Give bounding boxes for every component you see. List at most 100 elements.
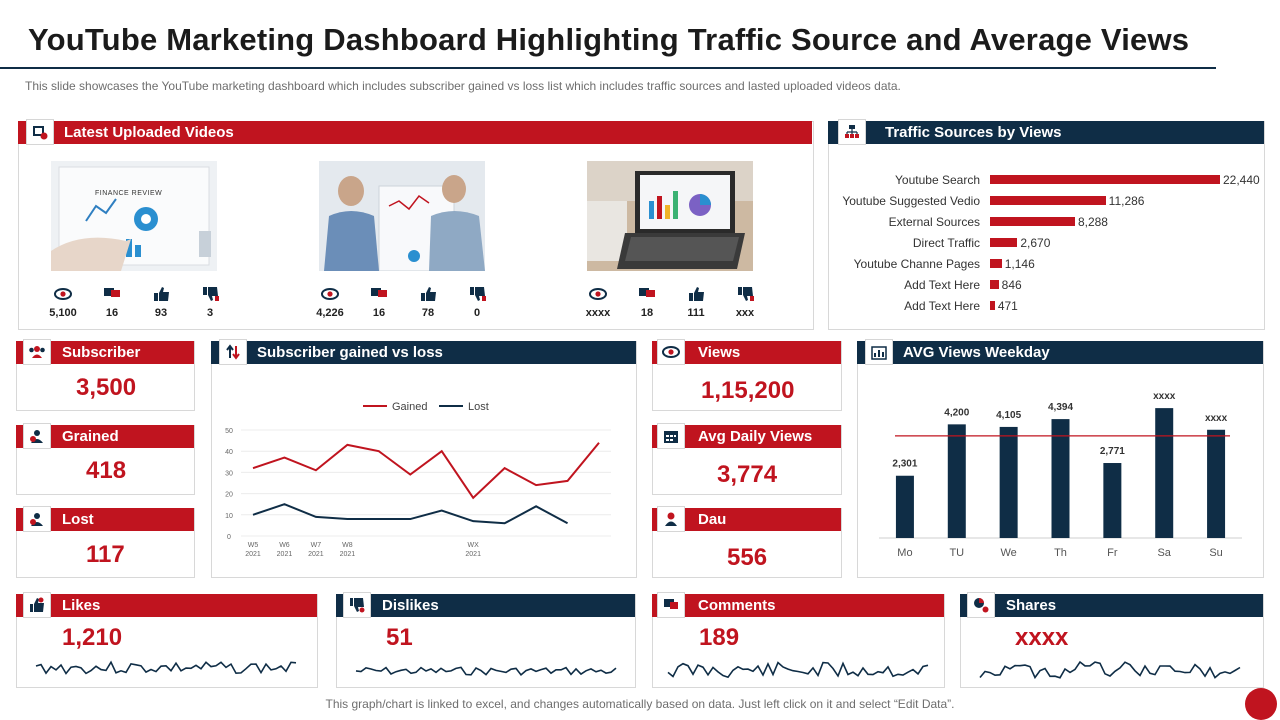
- bar-value-label: 2,301: [892, 459, 917, 470]
- swap-arrows-icon: [219, 339, 247, 365]
- likes-count: 111: [687, 307, 705, 319]
- avg-daily-label: Avg Daily Views: [698, 428, 813, 445]
- user-plus-icon: [23, 423, 51, 449]
- thumbs-down-icon: [343, 592, 371, 618]
- bar-value-label: 2,771: [1100, 446, 1125, 457]
- comments-count: 16: [105, 307, 119, 319]
- subscriber-line-chart: 0 10 20 30 40 50 W5 2021 W6 2021 W7 2021 W8 2021 WX 202…: [225, 401, 611, 558]
- dislikes-value: 51: [386, 624, 413, 651]
- x-tick-label: Su: [1209, 547, 1222, 559]
- thumbs-down-icon: [202, 286, 220, 302]
- traffic-source-value: 8,288: [1077, 215, 1108, 229]
- dislikes-label: Dislikes: [382, 597, 439, 614]
- weekday-bar: [1103, 463, 1122, 538]
- comment-icon: [638, 286, 656, 302]
- sitemap-icon: [838, 119, 866, 145]
- x-tick-year: 2021: [245, 551, 261, 558]
- likes-label: Likes: [62, 597, 101, 614]
- lost-header: Lost: [16, 506, 194, 532]
- bar-value-label: 4,200: [944, 407, 969, 418]
- traffic-source-value: 22,440: [1223, 173, 1260, 187]
- likes-sparkline: [35, 660, 297, 675]
- video-thumbnail-2[interactable]: [319, 161, 485, 271]
- legend-label: Gained: [392, 401, 427, 413]
- y-tick-label: 0: [227, 534, 231, 541]
- dislikes-count: xxx: [735, 307, 755, 319]
- eye-icon: [657, 339, 685, 365]
- bar-chart-icon: [865, 339, 893, 365]
- thumbs-up-icon: [23, 592, 51, 618]
- series-line-lost: [252, 503, 569, 525]
- dau-header: Dau: [652, 506, 841, 532]
- x-tick-year: 2021: [277, 551, 293, 558]
- latest-videos-title: Latest Uploaded Videos: [64, 124, 234, 141]
- user-icon: [657, 506, 685, 532]
- thumbs-down-icon: [737, 286, 755, 302]
- comments-value: 189: [699, 624, 740, 651]
- traffic-source-bar: [990, 175, 1220, 184]
- subscriber-chart-title: Subscriber gained vs loss: [257, 344, 443, 361]
- subscriber-value: 3,500: [76, 374, 137, 401]
- traffic-source-value: 846: [1001, 278, 1022, 292]
- comments-count: 18: [640, 307, 654, 319]
- views-label: Views: [698, 344, 741, 361]
- x-tick-label: TU: [949, 547, 964, 559]
- traffic-source-value: 1,146: [1004, 257, 1035, 271]
- page-subtitle: This slide showcases the YouTube marketi…: [25, 79, 901, 93]
- bar-value-label: 4,105: [996, 410, 1021, 421]
- y-tick-label: 30: [225, 470, 233, 477]
- x-tick-label: W6: [279, 542, 290, 549]
- eye-icon: [54, 286, 72, 302]
- traffic-source-label: External Sources: [888, 215, 980, 229]
- thumbs-down-icon: [469, 286, 487, 302]
- sparkline-path: [979, 660, 1241, 680]
- weekday-bar: [1155, 408, 1174, 538]
- x-tick-label: W7: [311, 542, 322, 549]
- x-tick-label: Sa: [1157, 547, 1171, 559]
- users-icon: [23, 339, 51, 365]
- x-tick-label: W8: [342, 542, 353, 549]
- video-thumbnail-3[interactable]: [587, 161, 753, 271]
- weekday-bar: [1051, 419, 1070, 538]
- y-tick-label: 50: [225, 428, 233, 435]
- weekday-title: AVG Views Weekday: [903, 344, 1050, 361]
- traffic-source-value: 11,286: [1108, 194, 1145, 208]
- y-tick-label: 20: [225, 492, 233, 499]
- views-count: xxxx: [585, 307, 611, 319]
- views-header: Views: [652, 339, 841, 365]
- traffic-source-label: Add Text Here: [904, 278, 980, 292]
- comment-icon: [657, 592, 685, 618]
- subscriber-label: Subscriber: [62, 344, 141, 361]
- eye-icon: [321, 286, 339, 302]
- latest-videos-header: Latest Uploaded Videos: [18, 119, 812, 145]
- video-thumbnail-1[interactable]: FINANCE REVIEW: [51, 161, 217, 271]
- lost-value: 117: [86, 541, 125, 568]
- title-divider: [0, 67, 1216, 69]
- subscriber-header: Subscriber: [16, 339, 194, 365]
- traffic-sources-title: Traffic Sources by Views: [885, 124, 1062, 141]
- traffic-sources-header: Traffic Sources by Views: [828, 119, 1264, 145]
- bar-value-label: 4,394: [1048, 402, 1073, 413]
- photo-caption: FINANCE REVIEW: [95, 190, 163, 197]
- comment-icon: [103, 286, 121, 302]
- footer-note: This graph/chart is linked to excel, and…: [325, 697, 955, 711]
- thumbs-up-icon: [420, 286, 438, 302]
- likes-value: 1,210: [62, 624, 123, 651]
- eye-icon: [589, 286, 607, 302]
- x-tick-year: 2021: [340, 551, 356, 558]
- traffic-source-value: 471: [997, 299, 1018, 313]
- x-tick-label: Fr: [1107, 547, 1118, 559]
- comment-icon: [370, 286, 388, 302]
- subscriber-chart-header: Subscriber gained vs loss: [211, 339, 636, 365]
- weekday-bar: [999, 426, 1018, 538]
- shares-label: Shares: [1006, 597, 1057, 614]
- dislikes-count: 0: [473, 307, 481, 319]
- traffic-source-bar: [990, 217, 1075, 226]
- likes-count: 78: [421, 307, 435, 319]
- x-tick-label: We: [1000, 547, 1016, 559]
- dislikes-sparkline: [355, 666, 617, 677]
- thumbs-up-icon: [153, 286, 171, 302]
- gained-value: 418: [86, 457, 127, 484]
- series-line-gained: [252, 442, 600, 500]
- x-tick-label: W5: [248, 542, 259, 549]
